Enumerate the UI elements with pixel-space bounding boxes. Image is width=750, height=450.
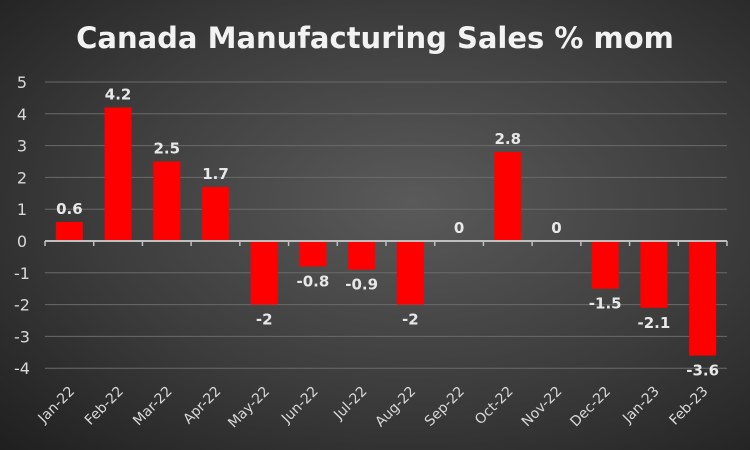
x-tick-label: Jul-22 xyxy=(330,384,370,424)
data-label: -1.5 xyxy=(589,295,622,313)
data-label: -0.8 xyxy=(297,272,330,290)
data-label: 2.5 xyxy=(153,140,180,158)
data-label: -3.6 xyxy=(686,361,719,379)
y-tick-label: -1 xyxy=(14,264,30,283)
x-tick-label: Aug-22 xyxy=(372,384,419,431)
x-tick-label: Sep-22 xyxy=(422,384,468,430)
bar xyxy=(640,241,668,308)
y-tick-label: 2 xyxy=(17,168,27,187)
data-label: 0 xyxy=(454,219,464,237)
y-tick-label: 4 xyxy=(17,105,27,124)
y-tick-label: 1 xyxy=(17,200,27,219)
x-tick-label: Feb-22 xyxy=(82,384,127,429)
y-tick-label: -4 xyxy=(14,359,30,378)
y-tick-label: 5 xyxy=(17,73,27,92)
x-tick-label: Dec-22 xyxy=(567,384,614,431)
data-label: -2 xyxy=(402,311,419,329)
data-label: 0.6 xyxy=(56,200,83,218)
bar xyxy=(153,161,181,241)
x-tick-label: May-22 xyxy=(225,384,273,432)
data-label: 0 xyxy=(551,219,561,237)
bar xyxy=(250,241,278,305)
x-tick-label: Feb-23 xyxy=(666,384,711,429)
bar xyxy=(104,107,132,241)
bar xyxy=(396,241,424,305)
bar xyxy=(591,241,619,289)
chart-title: Canada Manufacturing Sales % mom xyxy=(76,21,674,55)
x-tick-label: Nov-22 xyxy=(519,384,566,431)
bar xyxy=(348,241,376,270)
data-label: -0.9 xyxy=(345,276,378,294)
bar xyxy=(55,221,83,241)
x-tick-label: Jan-22 xyxy=(35,384,78,427)
bar xyxy=(299,241,327,267)
y-tick-label: 3 xyxy=(17,137,27,156)
bar xyxy=(202,186,229,241)
data-label: -2.1 xyxy=(638,314,671,332)
bar xyxy=(494,151,522,241)
x-tick-label: Jun-22 xyxy=(278,384,322,428)
y-tick-label: -3 xyxy=(14,327,30,346)
x-tick-label: Jan-23 xyxy=(619,384,662,427)
data-label: 1.7 xyxy=(202,165,229,183)
x-tick-label: Apr-22 xyxy=(180,384,224,428)
y-tick-label: 0 xyxy=(17,232,27,251)
x-tick-label: Oct-22 xyxy=(472,384,517,429)
data-label: 4.2 xyxy=(105,85,132,103)
y-tick-label: -2 xyxy=(14,296,30,315)
x-tick-label: Mar-22 xyxy=(130,384,176,430)
data-label: 2.8 xyxy=(494,130,521,148)
data-label: -2 xyxy=(256,311,273,329)
bar xyxy=(689,241,717,356)
